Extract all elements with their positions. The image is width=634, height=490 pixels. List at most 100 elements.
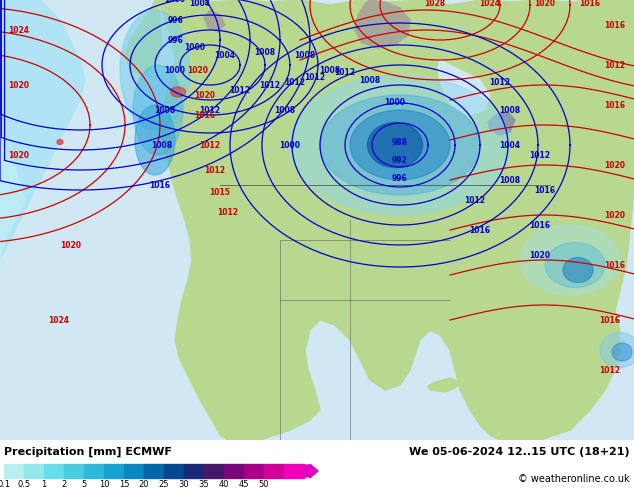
Text: 996: 996 bbox=[167, 35, 183, 45]
Polygon shape bbox=[488, 112, 515, 135]
Text: 1004: 1004 bbox=[214, 50, 235, 59]
Text: 1004: 1004 bbox=[500, 141, 521, 149]
Ellipse shape bbox=[612, 343, 632, 361]
Text: 1008: 1008 bbox=[359, 75, 380, 84]
Text: 1012: 1012 bbox=[230, 85, 250, 95]
Polygon shape bbox=[125, 0, 162, 75]
Bar bbox=[24, 464, 44, 478]
Text: 1016: 1016 bbox=[579, 0, 600, 7]
Text: 1012: 1012 bbox=[599, 366, 620, 374]
Text: 1016: 1016 bbox=[150, 180, 171, 190]
Bar bbox=[4, 464, 24, 478]
Text: 1020: 1020 bbox=[60, 241, 81, 249]
Text: 1016: 1016 bbox=[529, 220, 550, 229]
Ellipse shape bbox=[350, 110, 450, 180]
Polygon shape bbox=[0, 0, 85, 260]
Text: 50: 50 bbox=[259, 480, 269, 489]
Polygon shape bbox=[158, 0, 634, 440]
Bar bbox=[104, 464, 124, 478]
Text: 1012: 1012 bbox=[335, 68, 356, 76]
Text: 1008: 1008 bbox=[275, 105, 295, 115]
Text: 1016: 1016 bbox=[195, 111, 216, 120]
Text: 1016: 1016 bbox=[534, 186, 555, 195]
Text: 1000: 1000 bbox=[184, 43, 205, 51]
Text: 996: 996 bbox=[392, 173, 408, 182]
Ellipse shape bbox=[57, 140, 63, 145]
Text: 1012: 1012 bbox=[529, 150, 550, 160]
Text: 1020: 1020 bbox=[534, 0, 555, 7]
Ellipse shape bbox=[135, 105, 175, 175]
Text: 1008: 1008 bbox=[500, 175, 521, 185]
Text: 20: 20 bbox=[139, 480, 149, 489]
Text: 1012: 1012 bbox=[205, 166, 226, 174]
Text: 15: 15 bbox=[119, 480, 129, 489]
Text: 988: 988 bbox=[392, 138, 408, 147]
Bar bbox=[144, 464, 164, 478]
Text: 1008: 1008 bbox=[152, 141, 172, 149]
Bar bbox=[44, 464, 64, 478]
Ellipse shape bbox=[120, 10, 190, 130]
Ellipse shape bbox=[171, 87, 186, 97]
Text: 1016: 1016 bbox=[599, 316, 620, 324]
Text: 1: 1 bbox=[41, 480, 47, 489]
Text: 1028: 1028 bbox=[424, 0, 445, 7]
Bar bbox=[184, 464, 204, 478]
Text: 1012: 1012 bbox=[200, 141, 221, 149]
Text: 1008: 1008 bbox=[294, 50, 316, 59]
Text: 1024: 1024 bbox=[479, 0, 500, 7]
Text: 1024: 1024 bbox=[8, 25, 29, 34]
Text: 1012: 1012 bbox=[217, 207, 238, 217]
Text: 0.5: 0.5 bbox=[18, 480, 30, 489]
Text: 1016: 1016 bbox=[604, 261, 625, 270]
Polygon shape bbox=[355, 0, 410, 48]
Text: 1012: 1012 bbox=[285, 77, 306, 87]
Text: 1016: 1016 bbox=[604, 100, 625, 109]
Ellipse shape bbox=[520, 225, 620, 295]
Ellipse shape bbox=[600, 333, 634, 368]
Text: 1020: 1020 bbox=[8, 150, 29, 160]
Text: 1008: 1008 bbox=[320, 66, 340, 74]
Bar bbox=[204, 464, 224, 478]
Text: 1020: 1020 bbox=[604, 161, 625, 170]
Ellipse shape bbox=[320, 95, 480, 195]
Bar bbox=[124, 464, 144, 478]
Polygon shape bbox=[0, 0, 25, 260]
Bar bbox=[164, 464, 184, 478]
Ellipse shape bbox=[563, 258, 593, 283]
Text: 996: 996 bbox=[167, 16, 183, 24]
Text: 1024: 1024 bbox=[48, 316, 69, 324]
Text: 45: 45 bbox=[239, 480, 249, 489]
Text: 1004: 1004 bbox=[190, 0, 210, 7]
Ellipse shape bbox=[368, 122, 422, 168]
Ellipse shape bbox=[133, 65, 183, 155]
Text: 1008: 1008 bbox=[500, 105, 521, 115]
Text: 1008: 1008 bbox=[254, 48, 276, 56]
Text: 35: 35 bbox=[198, 480, 209, 489]
Text: 1015: 1015 bbox=[210, 188, 230, 196]
Text: 992: 992 bbox=[392, 155, 408, 165]
Ellipse shape bbox=[290, 75, 510, 215]
Text: 1000: 1000 bbox=[164, 0, 186, 4]
Text: 1000: 1000 bbox=[280, 141, 301, 149]
Bar bbox=[244, 464, 264, 478]
Bar bbox=[264, 464, 284, 478]
Text: 2: 2 bbox=[61, 480, 67, 489]
Text: 1020: 1020 bbox=[195, 91, 216, 99]
Text: 1020: 1020 bbox=[604, 211, 625, 220]
Text: 1012: 1012 bbox=[304, 73, 325, 81]
Text: © weatheronline.co.uk: © weatheronline.co.uk bbox=[519, 474, 630, 484]
Text: 1000: 1000 bbox=[384, 98, 406, 106]
Text: 1012: 1012 bbox=[465, 196, 486, 204]
Text: Precipitation [mm] ECMWF: Precipitation [mm] ECMWF bbox=[4, 447, 172, 457]
Bar bbox=[284, 464, 304, 478]
Ellipse shape bbox=[545, 243, 605, 288]
Text: 25: 25 bbox=[158, 480, 169, 489]
Text: 1012: 1012 bbox=[489, 77, 510, 87]
Text: 1012: 1012 bbox=[259, 80, 280, 90]
Text: 1020: 1020 bbox=[188, 66, 209, 74]
Text: 1020: 1020 bbox=[529, 250, 550, 260]
Polygon shape bbox=[428, 378, 460, 392]
Text: 1016: 1016 bbox=[470, 225, 491, 235]
Text: 30: 30 bbox=[179, 480, 190, 489]
Text: 1000: 1000 bbox=[164, 66, 186, 74]
